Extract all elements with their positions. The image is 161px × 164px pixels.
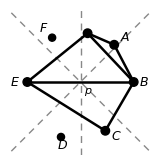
Circle shape — [129, 78, 138, 86]
Text: p: p — [84, 86, 91, 96]
Text: F: F — [40, 22, 47, 35]
Circle shape — [101, 126, 110, 135]
Text: D: D — [58, 139, 68, 152]
Text: B: B — [140, 75, 149, 89]
Text: A: A — [121, 31, 129, 44]
Text: C: C — [112, 131, 120, 144]
Circle shape — [23, 78, 32, 86]
Circle shape — [57, 133, 65, 141]
Circle shape — [110, 41, 118, 49]
Circle shape — [49, 34, 56, 41]
Text: E: E — [11, 75, 19, 89]
Circle shape — [83, 29, 92, 38]
